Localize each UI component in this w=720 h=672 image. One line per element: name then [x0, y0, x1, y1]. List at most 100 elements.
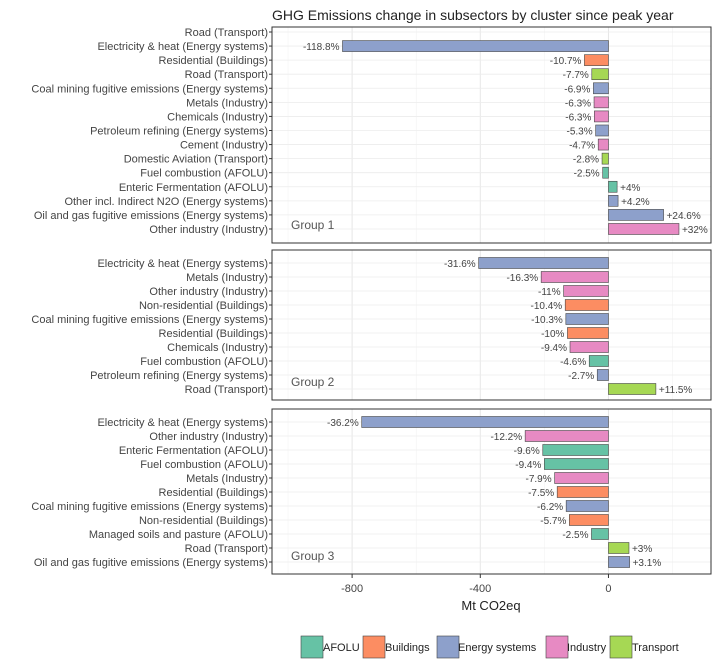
bar-value-label: +32%	[682, 225, 708, 236]
category-label: Other incl. Indirect N2O (Energy systems…	[64, 196, 268, 208]
category-label: Road (Transport)	[185, 27, 268, 39]
bar	[554, 472, 609, 484]
bar	[565, 500, 609, 512]
bar	[593, 82, 609, 95]
bar	[596, 369, 609, 381]
panel-border	[271, 408, 712, 575]
bar-value-label: -11%	[538, 287, 561, 298]
x-axis: -800 -400 0	[341, 574, 612, 595]
x-axis-label: Mt CO2eq	[461, 598, 520, 613]
legend-label: Industry	[567, 642, 607, 654]
category-label: Chemicals (Industry)	[167, 342, 268, 354]
bar	[478, 257, 609, 269]
legend: AFOLU Buildings Energy systems Industry Tran…	[300, 635, 679, 659]
category-label: Fuel combustion (AFOLU)	[140, 356, 268, 368]
bar	[608, 383, 657, 395]
category-label: Petroleum refining (Energy systems)	[90, 125, 268, 137]
bar	[563, 285, 609, 297]
bar-value-label: -7.9%	[526, 474, 552, 485]
bar-value-label: -7.7%	[563, 70, 589, 81]
chart-panels: Road (Transport) Electricity & heat (Ener…	[31, 26, 712, 575]
category-label: Fuel combustion (AFOLU)	[140, 168, 268, 180]
bar	[569, 514, 609, 526]
bar-value-label: -9.4%	[541, 343, 567, 354]
bar	[594, 110, 609, 123]
bar-value-label: -4.6%	[560, 357, 586, 368]
bar-value-label: -5.3%	[567, 126, 593, 137]
bar-value-label: -2.5%	[574, 169, 600, 180]
bar	[608, 556, 630, 568]
category-label: Electricity & heat (Energy systems)	[97, 258, 268, 270]
bar	[361, 416, 609, 428]
bar	[608, 209, 664, 221]
bar-value-label: -12.2%	[490, 432, 522, 443]
group-label: Group 1	[291, 218, 335, 232]
bar-value-label: +4.2%	[621, 197, 650, 208]
bar	[591, 528, 609, 540]
bar	[608, 542, 630, 554]
bar	[542, 444, 609, 456]
bar	[591, 68, 609, 81]
bar-value-label: -9.6%	[514, 446, 540, 457]
bar-value-label: -10.7%	[550, 56, 582, 67]
bar	[565, 313, 609, 325]
panel-border	[271, 249, 712, 401]
legend-item: Buildings	[362, 635, 430, 659]
category-label: Metals (Industry)	[186, 272, 268, 284]
bar-value-label: -9.4%	[515, 460, 541, 471]
chart-title: GHG Emissions change in subsectors by cl…	[272, 7, 674, 23]
category-label: Non-residential (Buildings)	[139, 515, 268, 527]
bar	[540, 271, 609, 283]
category-label: Managed soils and pasture (AFOLU)	[89, 529, 268, 541]
group-label: Group 2	[291, 375, 335, 389]
legend-swatch	[300, 635, 324, 659]
category-label: Coal mining fugitive emissions (Energy s…	[31, 314, 268, 326]
panel-group-1: Road (Transport) Electricity & heat (Ener…	[31, 26, 712, 244]
category-label: Road (Transport)	[185, 384, 268, 396]
bar-value-label: -5.7%	[540, 516, 566, 527]
category-label: Metals (Industry)	[186, 473, 268, 485]
category-label: Residential (Buildings)	[159, 55, 268, 67]
legend-swatch	[362, 635, 386, 659]
bar-value-label: -6.2%	[537, 502, 563, 513]
bar-value-label: -6.3%	[565, 98, 591, 109]
bar-value-label: -10.3%	[531, 315, 563, 326]
category-label: Other industry (Industry)	[149, 286, 268, 298]
bar	[608, 223, 680, 235]
bar-value-label: -10%	[541, 329, 564, 340]
x-tick-label: -800	[341, 583, 363, 595]
bar	[342, 40, 609, 52]
category-label: Electricity & heat (Energy systems)	[97, 41, 268, 53]
category-label: Coal mining fugitive emissions (Energy s…	[31, 501, 268, 513]
legend-item: AFOLU	[300, 635, 360, 659]
bar-value-label: -31.6%	[444, 259, 476, 270]
category-label: Metals (Industry)	[186, 97, 268, 109]
category-label: Coal mining fugitive emissions (Energy s…	[31, 83, 268, 95]
category-label: Non-residential (Buildings)	[139, 300, 268, 312]
legend-swatch	[436, 635, 460, 659]
bar-value-label: -2.5%	[562, 530, 588, 541]
category-label: Fuel combustion (AFOLU)	[140, 459, 268, 471]
category-label: Petroleum refining (Energy systems)	[90, 370, 268, 382]
legend-item: Energy systems	[436, 635, 537, 659]
bar	[595, 124, 609, 137]
x-tick-label: 0	[605, 583, 611, 595]
category-label: Other industry (Industry)	[149, 224, 268, 236]
legend-label: AFOLU	[323, 642, 360, 654]
category-label: Other industry (Industry)	[149, 431, 268, 443]
bar	[593, 96, 609, 109]
bar	[601, 152, 609, 165]
panel-background	[272, 27, 711, 243]
bar-value-label: -36.2%	[327, 418, 359, 429]
category-label: Cement (Industry)	[180, 140, 268, 152]
legend-item: Industry	[545, 635, 607, 659]
bar-value-label: -16.3%	[506, 273, 538, 284]
category-label: Domestic Aviation (Transport)	[124, 154, 268, 166]
bar	[608, 180, 618, 193]
legend-swatch	[609, 635, 633, 659]
legend-swatch	[545, 635, 569, 659]
bar	[597, 138, 609, 151]
bar	[588, 355, 609, 367]
group-label: Group 3	[291, 549, 335, 563]
